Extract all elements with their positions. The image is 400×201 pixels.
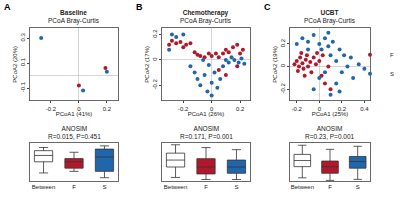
svg-text:UCBTPCoA Bray-Curtis: UCBTPCoA Bray-Curtis <box>304 9 356 25</box>
svg-text:ANOSIMR=0.171, P=0.001: ANOSIMR=0.171, P=0.001 <box>180 125 233 140</box>
svg-text:0: 0 <box>152 57 158 61</box>
svg-text:-0.1: -0.1 <box>20 81 26 92</box>
svg-text:A: A <box>4 2 11 12</box>
svg-text:-0.2: -0.2 <box>46 106 57 112</box>
svg-text:PCoA2 (20%): PCoA2 (20%) <box>12 46 18 83</box>
svg-text:PCoA2 (19%): PCoA2 (19%) <box>272 46 278 83</box>
svg-text:ANOSIMR=0.015, P=0.451: ANOSIMR=0.015, P=0.451 <box>48 125 101 140</box>
svg-text:Between: Between <box>164 184 187 190</box>
svg-text:-0.2: -0.2 <box>280 82 286 93</box>
svg-text:0: 0 <box>280 63 286 67</box>
svg-text:F: F <box>72 184 76 190</box>
svg-text:-0.2: -0.2 <box>178 106 189 112</box>
svg-text:B: B <box>136 2 143 12</box>
svg-text:ANOSIMR=0.23, P=0.001: ANOSIMR=0.23, P=0.001 <box>305 125 355 140</box>
svg-text:PCoA1 (26%): PCoA1 (26%) <box>188 112 225 118</box>
svg-text:0.2: 0.2 <box>152 29 158 38</box>
svg-text:F: F <box>204 184 208 190</box>
svg-text:F: F <box>390 52 394 58</box>
svg-text:0.2: 0.2 <box>280 38 286 47</box>
svg-text:0: 0 <box>210 106 214 112</box>
svg-text:-0.2: -0.2 <box>292 106 303 112</box>
svg-text:0.2: 0.2 <box>236 106 245 112</box>
svg-text:PCoA1 (41%): PCoA1 (41%) <box>56 112 93 118</box>
svg-text:0.1: 0.1 <box>20 57 26 66</box>
svg-text:S: S <box>356 184 360 190</box>
svg-text:PCoA1 (25%): PCoA1 (25%) <box>312 112 349 118</box>
svg-text:-0.2: -0.2 <box>152 79 158 90</box>
svg-text:C: C <box>264 2 271 12</box>
svg-text:Between: Between <box>32 184 55 190</box>
svg-text:S: S <box>234 184 238 190</box>
svg-text:0: 0 <box>77 106 81 112</box>
svg-text:0.3: 0.3 <box>20 32 26 41</box>
svg-text:0.2: 0.2 <box>103 106 112 112</box>
svg-text:S: S <box>390 71 394 77</box>
svg-text:Between: Between <box>291 184 314 190</box>
svg-text:BaselinePCoA Bray-Curtis: BaselinePCoA Bray-Curtis <box>48 9 100 25</box>
svg-text:0: 0 <box>318 106 322 112</box>
svg-text:PCoA2 (17%): PCoA2 (17%) <box>144 46 150 83</box>
svg-text:ChemotherapyPCoA Bray-Curtis: ChemotherapyPCoA Bray-Curtis <box>180 9 232 25</box>
svg-text:S: S <box>102 184 106 190</box>
svg-text:F: F <box>328 184 332 190</box>
svg-text:0.2: 0.2 <box>338 106 347 112</box>
svg-text:0.4: 0.4 <box>360 106 369 112</box>
